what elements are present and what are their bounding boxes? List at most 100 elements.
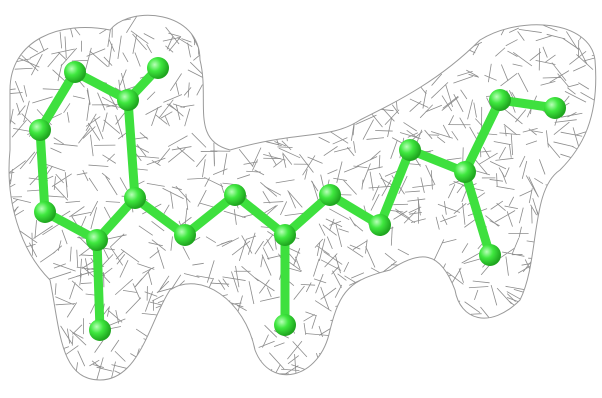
- mesh-line: [65, 200, 81, 203]
- mesh-line: [335, 224, 343, 248]
- mesh-line: [82, 126, 96, 139]
- mesh-line: [378, 370, 385, 380]
- mesh-line: [213, 42, 233, 56]
- mesh-line: [316, 242, 321, 257]
- bond: [375, 145, 415, 230]
- mesh-line: [206, 120, 223, 124]
- mesh-line: [565, 267, 585, 272]
- mesh-line: [312, 357, 331, 370]
- mesh-line: [171, 274, 182, 289]
- mesh-line: [321, 0, 327, 2]
- mesh-line: [528, 128, 537, 136]
- mesh-line: [71, 212, 92, 217]
- mesh-line: [518, 226, 522, 238]
- mesh-line: [530, 204, 537, 216]
- mesh-line: [470, 313, 482, 315]
- mesh-line: [438, 363, 461, 370]
- mesh-line: [235, 265, 240, 288]
- mesh-line: [545, 242, 565, 245]
- mesh-line: [457, 70, 473, 77]
- mesh-line: [285, 89, 288, 103]
- mesh-line: [323, 72, 336, 76]
- mesh-line: [461, 324, 482, 332]
- mesh-line: [500, 72, 518, 87]
- mesh-line: [398, 175, 408, 194]
- atom: [369, 214, 391, 236]
- mesh-line: [152, 374, 172, 380]
- mesh-line: [363, 78, 374, 87]
- mesh-line: [23, 85, 28, 97]
- mesh-line: [466, 69, 479, 77]
- mesh-line: [5, 1, 21, 4]
- mesh-line: [402, 357, 420, 372]
- mesh-line: [247, 99, 265, 108]
- mesh-line: [389, 62, 404, 79]
- mesh-line: [101, 172, 111, 180]
- mesh-line: [206, 375, 210, 380]
- mesh-line: [108, 43, 113, 67]
- mesh-line: [376, 0, 385, 6]
- mesh-line: [353, 165, 368, 169]
- mesh-line: [389, 369, 404, 380]
- mesh-line: [571, 313, 582, 329]
- mesh-line: [159, 275, 170, 290]
- mesh-line: [508, 196, 515, 206]
- mesh-line: [349, 244, 361, 250]
- mesh-line: [71, 335, 74, 346]
- mesh-line: [546, 248, 559, 253]
- mesh-line: [222, 2, 238, 7]
- mesh-line: [231, 356, 242, 372]
- mesh-line: [340, 303, 357, 317]
- mesh-line: [370, 0, 373, 7]
- mesh-line: [353, 141, 356, 153]
- atom: [274, 224, 296, 246]
- bond: [92, 235, 105, 335]
- mesh-line: [198, 353, 222, 360]
- mesh-line: [107, 29, 111, 47]
- mesh-line: [356, 156, 378, 167]
- mesh-line: [183, 16, 198, 25]
- mesh-line: [293, 379, 300, 380]
- mesh-line: [417, 281, 432, 297]
- mesh-line: [145, 337, 161, 355]
- mesh-line: [194, 319, 213, 323]
- mesh-line: [462, 203, 466, 225]
- mesh-line: [0, 1, 2, 25]
- mesh-line: [496, 346, 505, 364]
- mesh-line: [10, 168, 13, 185]
- mesh-line: [365, 280, 383, 289]
- mesh-line: [162, 36, 181, 42]
- mesh-line: [338, 228, 349, 233]
- mesh-line: [446, 49, 461, 57]
- mesh-line: [585, 279, 590, 302]
- mesh-line: [587, 172, 590, 185]
- mesh-line: [419, 104, 434, 119]
- mesh-line: [289, 267, 302, 273]
- mesh-line: [261, 254, 272, 276]
- mesh-line: [148, 242, 163, 247]
- mesh-line: [392, 53, 395, 73]
- mesh-line: [9, 335, 16, 348]
- mesh-line: [297, 18, 315, 21]
- mesh-line: [65, 178, 69, 198]
- mesh-line: [154, 326, 170, 334]
- atom: [489, 89, 511, 111]
- mesh-line: [528, 176, 539, 198]
- mesh-line: [62, 345, 79, 357]
- mesh-line: [514, 360, 528, 363]
- mesh-line: [535, 35, 552, 42]
- mesh-line: [448, 115, 455, 126]
- mesh-line: [13, 127, 33, 133]
- mesh-line: [163, 204, 170, 215]
- mesh-line: [517, 31, 525, 41]
- mesh-line: [447, 184, 456, 199]
- mesh-line: [365, 239, 368, 254]
- mesh-line: [319, 6, 333, 10]
- mesh-line: [226, 370, 242, 376]
- mesh-line: [536, 301, 543, 319]
- mesh-line: [226, 77, 230, 88]
- mesh-line: [312, 366, 325, 380]
- mesh-line: [108, 310, 123, 323]
- mesh-line: [231, 63, 243, 70]
- mesh-line: [42, 88, 63, 91]
